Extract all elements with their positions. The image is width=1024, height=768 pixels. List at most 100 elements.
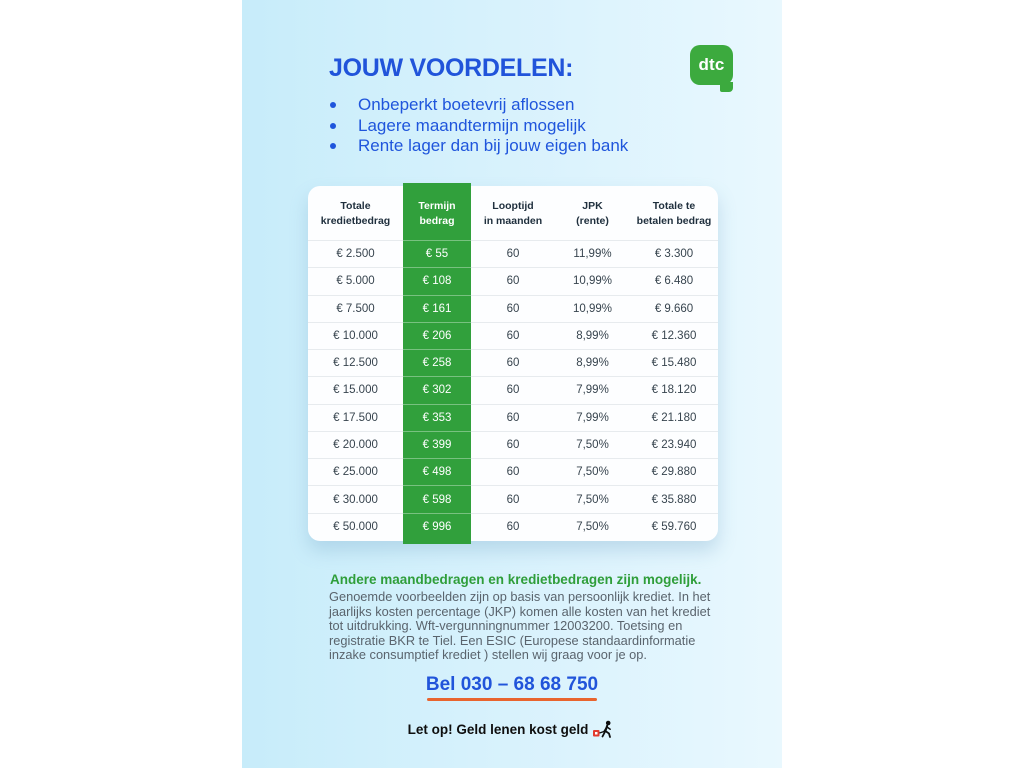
flyer-page: JOUW VOORDELEN: dtc Onbeperkt boetevrij … (242, 0, 782, 768)
table-cell: € 5.000 (308, 268, 403, 296)
table-cell: € 29.880 (630, 459, 718, 487)
column-header-line: Totale te (652, 200, 696, 212)
table-row: € 25.000 € 498 60 7,50% € 29.880 (308, 459, 718, 487)
table-cell: 11,99% (555, 241, 630, 269)
table-cell: € 30.000 (308, 486, 403, 514)
table-cell: € 50.000 (333, 521, 378, 534)
table-cell: € 20.000 (308, 432, 403, 460)
table-cell: 7,50% (555, 486, 630, 514)
column-header: Looptijd in maanden (471, 186, 555, 241)
table-row: € 17.500 € 353 60 7,99% € 21.180 (308, 405, 718, 432)
phone-underline (427, 698, 597, 701)
table-cell: 7,99% (555, 377, 630, 405)
table-cell: 60 (471, 296, 555, 323)
column-header: Totale kredietbedrag (308, 186, 403, 241)
column-header-line: JPK (582, 200, 603, 212)
table-cell: € 108 (403, 268, 471, 296)
loan-warning: Let op! Geld lenen kost geld (242, 720, 782, 738)
benefit-item: Rente lager dan bij jouw eigen bank (330, 136, 628, 157)
table-cell: 60 (471, 241, 555, 269)
table-cell: 10,99% (555, 296, 630, 323)
table-cell: 60 (506, 521, 520, 534)
column-header: Termijn bedrag (403, 186, 471, 241)
column-header-line: bedrag (419, 215, 455, 227)
table-cell: 60 (471, 432, 555, 460)
column-header: Totale te betalen bedrag (630, 186, 718, 241)
bullet-icon (330, 143, 336, 150)
table-row: € 50.000 € 996 60 7,50% € 59.760 (308, 514, 718, 541)
benefit-label: Lagere maandtermijn mogelijk (358, 115, 586, 135)
table-cell: 7,50% (555, 432, 630, 460)
table-cell: € 353 (403, 405, 471, 432)
column-header-line: in maanden (483, 215, 543, 227)
money-drag-icon (593, 720, 612, 738)
column-header-line: Termijn (418, 200, 456, 212)
table-cell: € 15.000 (308, 377, 403, 405)
table-row: € 30.000 € 598 60 7,50% € 35.880 (308, 486, 718, 514)
bullet-icon (330, 102, 336, 109)
table-cell: € 7.500 (308, 296, 403, 323)
table-cell: 8,99% (555, 350, 630, 378)
table-row: € 7.500 € 161 60 10,99% € 9.660 (308, 296, 718, 323)
table-cell: 60 (471, 486, 555, 514)
table-cell: 60 (471, 323, 555, 351)
table-row: € 12.500 € 258 60 8,99% € 15.480 (308, 350, 718, 378)
footer-disclaimer: Genoemde voorbeelden zijn op basis van p… (329, 589, 711, 663)
table-row: € 15.000 € 302 60 7,99% € 18.120 (308, 377, 718, 405)
benefit-label: Rente lager dan bij jouw eigen bank (358, 136, 629, 155)
table-cell: € 55 (403, 241, 471, 269)
table-cell: 7,50% (576, 521, 609, 534)
footer-highlight: Andere maandbedragen en kredietbedragen … (330, 572, 702, 587)
table-cell: € 25.000 (308, 459, 403, 487)
table-cell: € 21.180 (630, 405, 718, 432)
table-cell: 60 (471, 377, 555, 405)
table-cell: € 10.000 (308, 323, 403, 351)
benefit-label: Onbeperkt boetevrij aflossen (358, 95, 575, 114)
table-cell: € 23.940 (630, 432, 718, 460)
table-cell: € 498 (403, 459, 471, 487)
table-cell: € 3.300 (630, 241, 718, 269)
dtc-logo-text: dtc (698, 55, 725, 74)
table-body: € 2.500 € 55 60 11,99% € 3.300 € 5.000 € 108 60… (308, 241, 718, 541)
table-cell: € 59.760 (651, 521, 697, 534)
highlight-column (403, 183, 471, 544)
column-header-line: Totale (340, 200, 371, 212)
table-cell: 8,99% (555, 323, 630, 351)
column-header: JPK (rente) (555, 186, 630, 241)
column-header-line: (rente) (576, 215, 609, 227)
table-row: € 20.000 € 399 60 7,50% € 23.940 (308, 432, 718, 460)
column-header-line: betalen bedrag (636, 215, 712, 227)
phone-cta: Bel 030 – 68 68 750 (242, 674, 782, 701)
table-cell: € 399 (403, 432, 471, 460)
table-cell: 60 (471, 350, 555, 378)
table-cell: € 996 (422, 521, 452, 534)
table-cell: € 18.120 (630, 377, 718, 405)
table-cell: € 15.480 (630, 350, 718, 378)
table-cell: € 17.500 (308, 405, 403, 432)
page-title: JOUW VOORDELEN: (329, 54, 574, 82)
table-cell: 60 (471, 268, 555, 296)
dtc-logo: dtc (690, 45, 733, 92)
benefit-item: Lagere maandtermijn mogelijk (330, 116, 628, 137)
phone-number-link[interactable]: Bel 030 – 68 68 750 (425, 674, 599, 695)
table-cell: 7,50% (555, 459, 630, 487)
column-header-line: Looptijd (492, 200, 534, 212)
table-header-row: Totale kredietbedrag Termijn bedrag Looptijd… (308, 186, 718, 241)
bullet-icon (330, 122, 336, 129)
table-cell: € 206 (403, 323, 471, 351)
table-row: € 10.000 € 206 60 8,99% € 12.360 (308, 323, 718, 351)
table-cell: € 9.660 (630, 296, 718, 323)
benefit-item: Onbeperkt boetevrij aflossen (330, 95, 628, 116)
table-cell: € 2.500 (308, 241, 403, 269)
table-cell: € 598 (403, 486, 471, 514)
table-cell: 60 (471, 459, 555, 487)
table-cell: € 161 (403, 296, 471, 323)
table-cell: 7,99% (555, 405, 630, 432)
table-cell: 60 (471, 405, 555, 432)
table-cell: € 12.500 (308, 350, 403, 378)
column-header-line: kredietbedrag (320, 215, 391, 227)
table-cell: € 35.880 (630, 486, 718, 514)
benefits-list: Onbeperkt boetevrij aflossen Lagere maand… (330, 95, 628, 157)
table-cell: 10,99% (555, 268, 630, 296)
